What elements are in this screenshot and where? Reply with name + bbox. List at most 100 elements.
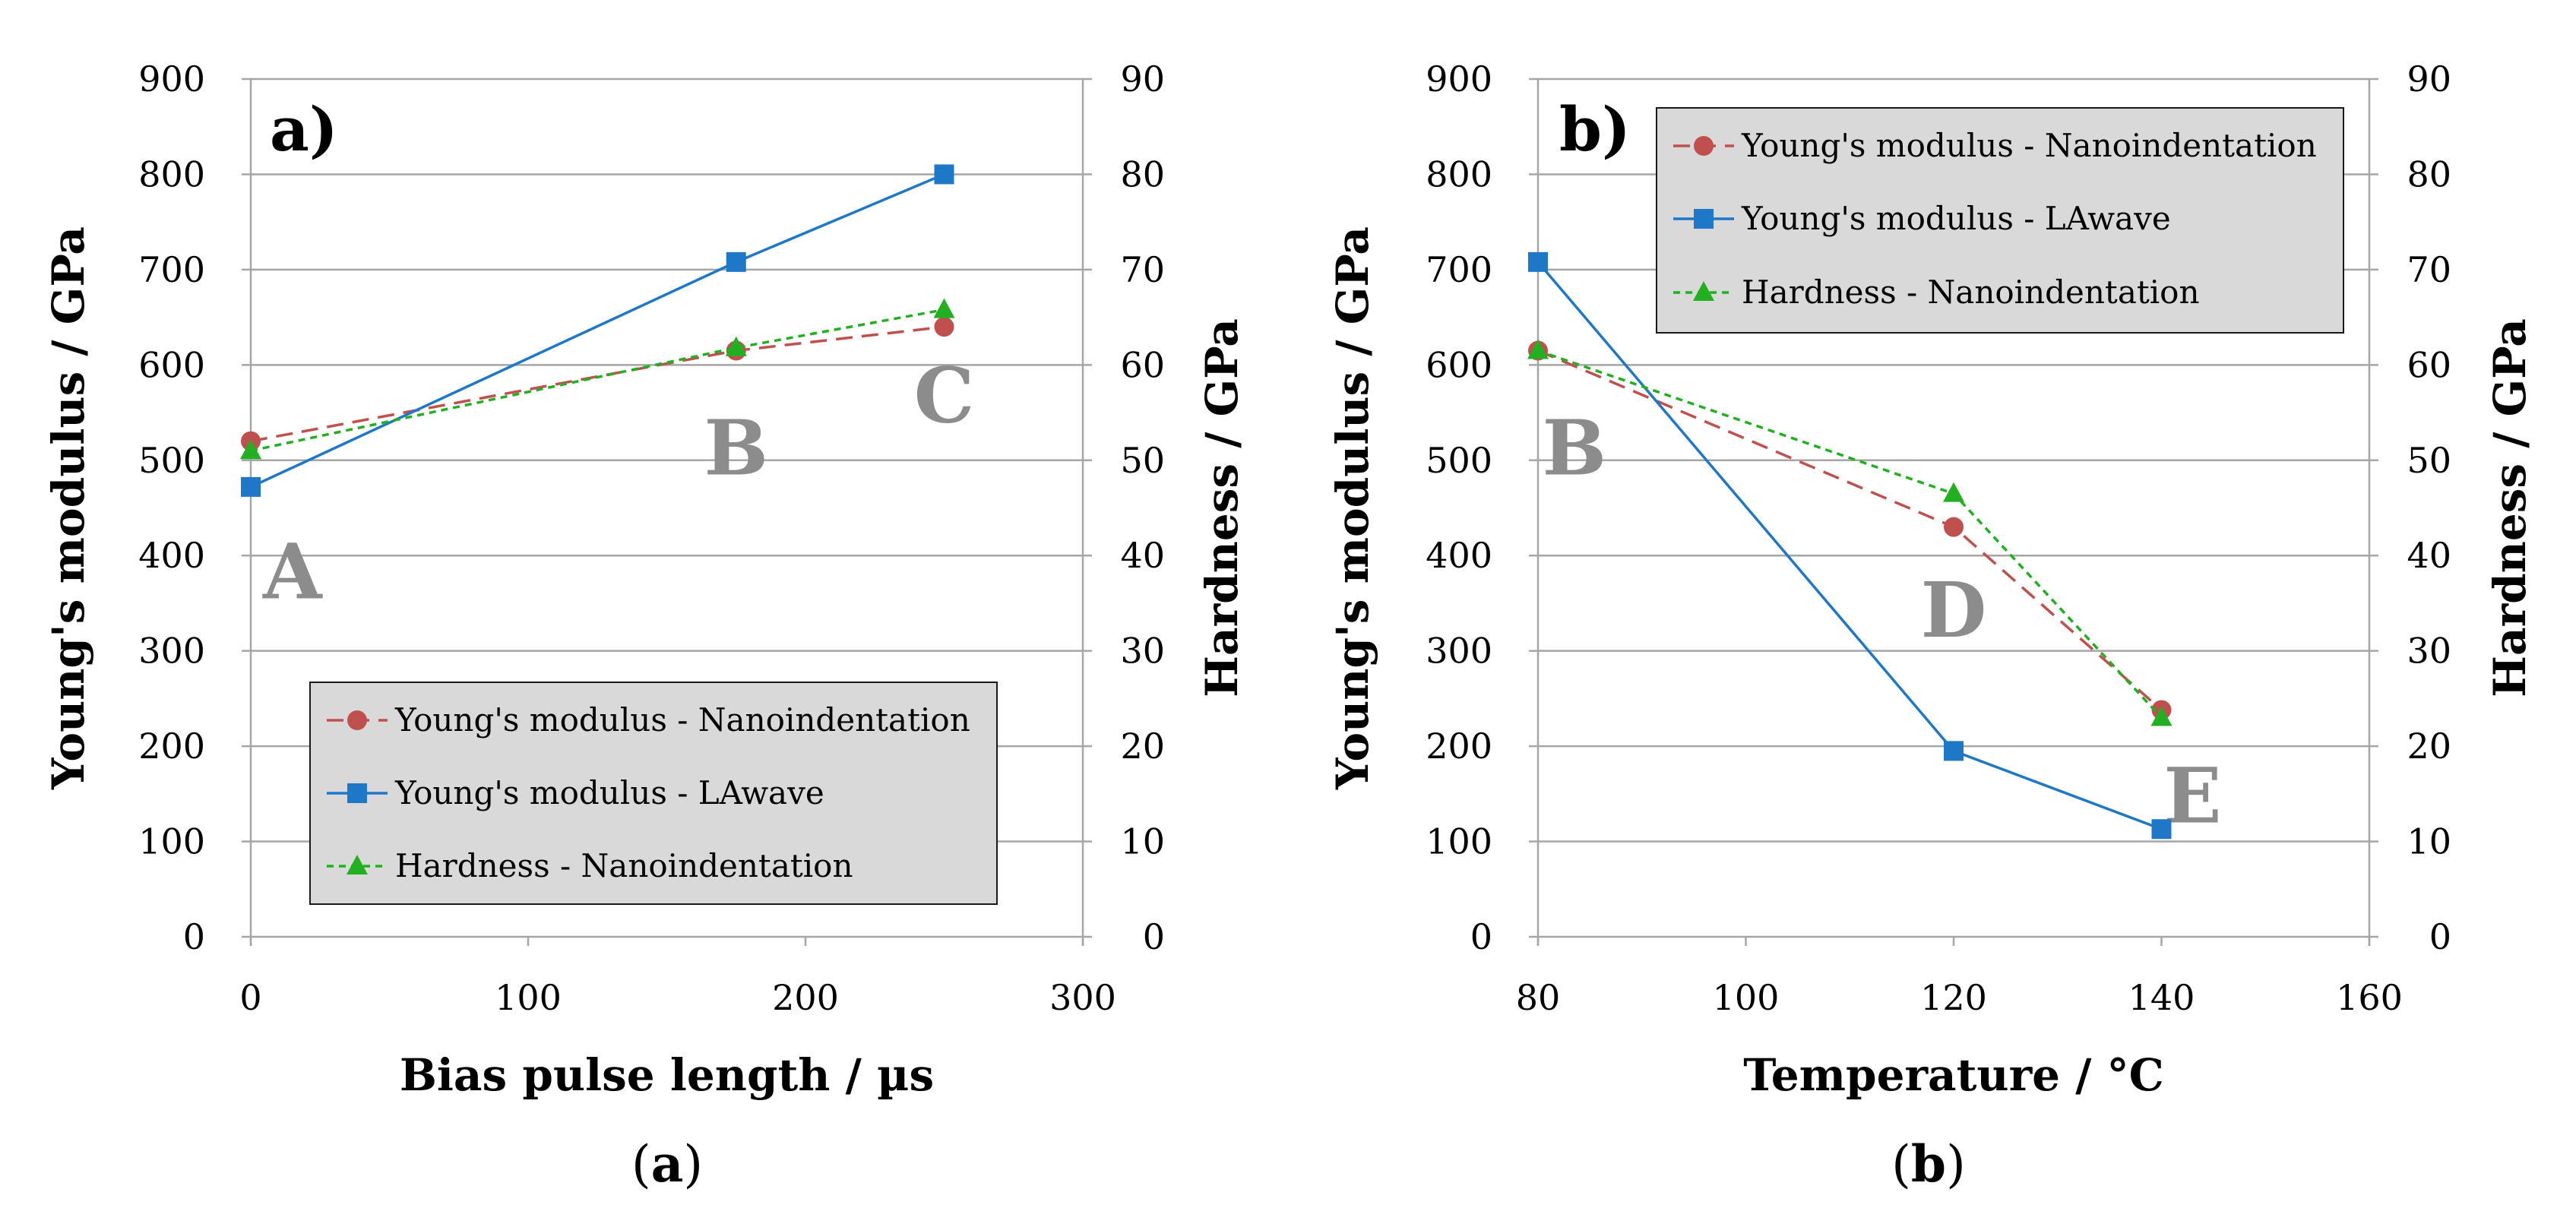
legend-entry-label: Young's modulus - Nanoindentation (394, 701, 970, 738)
y2-tick-label: 70 (1120, 249, 1165, 290)
y2-tick-label: 60 (1120, 344, 1165, 385)
chart-panel-a: 0100200300400500600700800900010203040506… (43, 59, 1248, 1194)
data-point-young-s-modulus-lawave (934, 164, 954, 185)
y2-tick-label: 20 (2407, 726, 2451, 767)
y2-tick-label: 30 (1120, 631, 1165, 672)
y2-tick-label: 50 (2407, 440, 2451, 481)
x-tick-label: 0 (239, 977, 261, 1018)
data-point-young-s-modulus-nanoindentation (1944, 517, 1964, 537)
y-tick-label: 100 (1426, 821, 1492, 862)
legend-marker-swatch (1694, 209, 1714, 229)
legend-entry-label: Hardness - Nanoindentation (395, 847, 853, 884)
series-line-hardness-nanoindentation (250, 308, 945, 452)
y-tick-label: 200 (138, 726, 205, 767)
y2-tick-label: 40 (2407, 535, 2451, 576)
y2-tick-label: 90 (2407, 59, 2451, 100)
x-tick-label: 120 (1920, 977, 1987, 1018)
x-tick-label: 200 (772, 977, 839, 1018)
legend-marker-swatch (1693, 281, 1714, 301)
y-tick-label: 700 (1426, 249, 1492, 290)
panel-label: b) (1559, 93, 1631, 165)
data-point-hardness-nanoindentation (933, 298, 955, 318)
y-tick-label: 400 (1426, 535, 1492, 576)
y2-tick-label: 20 (1120, 726, 1165, 767)
x-axis-title: Temperature / °C (1743, 1049, 2164, 1101)
data-point-hardness-nanoindentation (2150, 706, 2173, 726)
y-tick-label: 800 (1426, 153, 1492, 195)
legend-entry-label: Young's modulus - Nanoindentation (1741, 127, 2317, 164)
figure-caption: (b) (1891, 1134, 1966, 1194)
legend-box (309, 682, 998, 905)
legend-entry-label: Young's modulus - LAwave (1741, 200, 2171, 237)
annotation-d: D (1921, 565, 1987, 655)
series-line-young-s-modulus-nanoindentation (250, 325, 945, 443)
y-tick-label: 900 (1426, 59, 1492, 100)
x-tick-label: 100 (495, 977, 562, 1018)
y-tick-label: 900 (138, 59, 205, 100)
data-point-hardness-nanoindentation (240, 439, 261, 460)
y2-tick-label: 0 (2429, 916, 2451, 957)
annotation-b: B (1543, 403, 1607, 493)
x-tick-label: 160 (2336, 977, 2403, 1018)
figure-caption: (a) (631, 1134, 703, 1194)
data-point-hardness-nanoindentation (1943, 482, 1964, 502)
y2-axis-title: Hardness / GPa (1196, 318, 1248, 697)
x-tick-label: 140 (2128, 977, 2195, 1018)
y2-tick-label: 30 (2407, 631, 2451, 672)
legend-marker-swatch (347, 855, 368, 874)
data-point-young-s-modulus-nanoindentation (934, 317, 954, 337)
legend-marker-swatch (347, 710, 367, 730)
y2-axis-title: Hardness / GPa (2484, 318, 2536, 697)
y2-tick-label: 0 (1143, 916, 1165, 957)
y2-tick-label: 90 (1120, 59, 1165, 100)
legend-marker-swatch (1694, 136, 1714, 156)
legend: Young's modulus - Nanoindentation Young's… (1656, 107, 2344, 334)
annotation-e: E (2163, 751, 2221, 840)
data-point-young-s-modulus-lawave (726, 251, 746, 272)
chart-panel-b: 0 100 200 300 400 500 600 700 800 900 0 10 20 30 40 50 6… (1327, 59, 2536, 1194)
caption-letter: b (1911, 1134, 1946, 1194)
y-tick-label: 700 (138, 249, 205, 290)
y-tick-label: 0 (183, 916, 205, 957)
y-tick-label: 400 (138, 535, 205, 576)
y-tick-label: 300 (1426, 631, 1492, 672)
y-axis-title: Young's modulus / GPa (1327, 226, 1378, 790)
annotation-b: B (704, 403, 768, 493)
y2-tick-label: 10 (1120, 821, 1165, 862)
y-tick-label: 100 (138, 821, 205, 862)
y-tick-label: 600 (138, 344, 205, 385)
legend-entry-label: Hardness - Nanoindentation (1742, 274, 2200, 311)
y-tick-label: 600 (1426, 344, 1492, 385)
legend-entry-label: Young's modulus - LAwave (394, 774, 824, 811)
panel-label: a) (270, 93, 338, 165)
data-point-young-s-modulus-lawave (2151, 819, 2172, 840)
y2-tick-label: 80 (1120, 153, 1165, 195)
y-tick-label: 0 (1470, 916, 1492, 957)
series-line-young-s-modulus-lawave (1536, 261, 2163, 830)
series-line-hardness-nanoindentation (1537, 349, 2163, 719)
y-tick-label: 300 (138, 631, 205, 672)
caption-open: ( (1891, 1135, 1911, 1194)
y-axis-title: Young's modulus / GPa (43, 226, 94, 790)
series-line-young-s-modulus-lawave (250, 172, 945, 489)
x-tick-label: 300 (1049, 977, 1116, 1018)
legend-marker-swatch (347, 783, 367, 803)
y2-tick-label: 80 (2407, 153, 2451, 195)
data-point-young-s-modulus-lawave (241, 476, 261, 497)
y2-tick-label: 60 (2407, 344, 2451, 385)
legend-box (1656, 107, 2344, 334)
caption-open: ( (631, 1135, 651, 1194)
data-point-young-s-modulus-lawave (1528, 251, 1548, 272)
y-tick-label: 500 (138, 440, 205, 481)
y2-tick-label: 10 (2407, 821, 2451, 862)
annotation-c: C (914, 351, 975, 441)
data-point-young-s-modulus-lawave (1944, 741, 1964, 761)
annotation-a: A (262, 527, 323, 617)
legend: Young's modulus - Nanoindentation Young's… (309, 682, 998, 905)
y-tick-label: 800 (138, 153, 205, 195)
x-axis-title: Bias pulse length / µs (400, 1049, 934, 1101)
y2-tick-label: 50 (1120, 440, 1165, 481)
caption-close: ) (683, 1135, 703, 1194)
x-tick-label: 80 (1516, 977, 1561, 1018)
y-tick-label: 500 (1426, 440, 1492, 481)
